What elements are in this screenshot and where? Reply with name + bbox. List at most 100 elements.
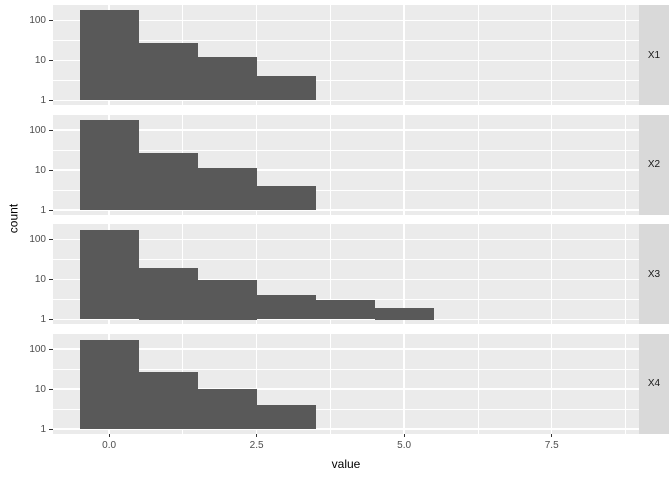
facet-strip-label: X2 [647, 159, 661, 170]
x-gridline-major [255, 333, 258, 434]
y-tick-label: 100 [29, 124, 46, 136]
x-gridline-minor [477, 114, 479, 215]
x-axis-title: value [331, 456, 361, 471]
y-gridline-major [53, 238, 639, 241]
y-gridline-minor [53, 40, 639, 41]
y-gridline-major [53, 129, 639, 131]
y-tick-label: 100 [29, 343, 46, 355]
y-tick-label: 100 [29, 15, 46, 26]
histogram-bar [79, 119, 139, 210]
x-gridline-minor [625, 333, 626, 434]
y-tick-mark [49, 279, 53, 280]
y-tick-mark [49, 169, 53, 171]
y-gridline-minor [53, 259, 639, 260]
y-gridline-major [53, 428, 639, 430]
histogram-bar [197, 168, 257, 210]
y-gridline-major [53, 19, 639, 22]
histogram-bar [138, 371, 198, 429]
histogram-bar [197, 389, 257, 429]
y-tick-mark [49, 60, 53, 61]
y-tick-mark [49, 239, 53, 240]
facet-strip-label: X1 [647, 49, 661, 61]
histogram-bar [138, 152, 198, 210]
y-tick-mark [49, 348, 53, 350]
histogram-bar [315, 300, 375, 320]
x-gridline-major [551, 333, 553, 434]
x-tick-label: 0.0 [102, 439, 117, 451]
x-tick-label: 7.5 [544, 439, 559, 451]
x-gridline-minor [477, 224, 479, 324]
histogram-bar [197, 57, 257, 101]
y-tick-label: 1 [40, 95, 46, 106]
y-tick-label: 100 [29, 234, 46, 245]
x-tick-label: 5.0 [397, 439, 412, 451]
x-gridline-minor [330, 5, 331, 105]
y-tick-mark [49, 319, 53, 320]
x-gridline-minor [330, 224, 331, 324]
y-tick-label: 1 [40, 314, 46, 325]
facet-strip: X4 [639, 333, 669, 434]
histogram-bar [197, 279, 257, 320]
x-gridline-minor [477, 333, 479, 434]
x-tick-mark [256, 433, 258, 437]
y-gridline-major [53, 348, 639, 350]
x-gridline-major [403, 114, 405, 215]
x-gridline-major [255, 114, 258, 215]
x-gridline-major [403, 224, 405, 324]
histogram-bar [256, 185, 316, 210]
x-gridline-minor [625, 114, 626, 215]
x-gridline-major [551, 224, 553, 324]
histogram-bar [256, 404, 316, 429]
facet-strip: X2 [639, 114, 669, 215]
x-gridline-major [551, 114, 553, 215]
histogram-bar [374, 307, 434, 320]
y-gridline-major [53, 59, 639, 62]
y-gridline-major [53, 209, 639, 211]
histogram-bar [79, 229, 139, 320]
x-gridline-minor [330, 114, 331, 215]
x-gridline-minor [477, 5, 479, 105]
x-gridline-minor [330, 333, 331, 434]
y-gridline-major [53, 388, 639, 390]
y-gridline-minor [53, 189, 639, 191]
histogram-bar [79, 9, 139, 101]
y-gridline-minor [53, 368, 639, 370]
y-gridline-minor [53, 80, 639, 81]
facet-panel [53, 5, 639, 105]
y-tick-mark [49, 129, 53, 131]
y-tick-label: 10 [34, 164, 46, 176]
x-tick-mark [551, 433, 553, 437]
histogram-bar [138, 43, 198, 101]
y-gridline-minor [53, 299, 639, 300]
y-tick-label: 10 [34, 55, 46, 66]
x-gridline-major [403, 333, 405, 434]
y-gridline-major [53, 318, 639, 321]
y-tick-mark [49, 428, 53, 430]
histogram-bar [256, 295, 316, 320]
y-gridline-minor [53, 149, 639, 151]
y-tick-label: 1 [40, 204, 46, 216]
y-gridline-major [53, 278, 639, 281]
y-tick-mark [49, 209, 53, 211]
x-gridline-major [255, 5, 258, 105]
y-gridline-minor [53, 408, 639, 410]
facet-strip-label: X4 [647, 378, 661, 389]
x-tick-mark [403, 433, 405, 437]
facet-panel [53, 114, 639, 215]
x-gridline-major [403, 5, 405, 105]
y-axis-title: count [6, 204, 21, 234]
facet-strip: X1 [639, 5, 669, 105]
facet-strip: X3 [639, 224, 669, 324]
histogram-bar [79, 339, 139, 429]
y-tick-label: 10 [34, 274, 46, 285]
y-gridline-major [53, 99, 639, 102]
x-tick-mark [108, 433, 110, 437]
y-tick-mark [49, 388, 53, 390]
histogram-bar [138, 267, 198, 320]
x-gridline-major [551, 5, 553, 105]
facet-strip-label: X3 [647, 268, 661, 280]
x-tick-label: 2.5 [249, 439, 264, 451]
y-tick-mark [49, 100, 53, 101]
y-tick-mark [49, 20, 53, 21]
